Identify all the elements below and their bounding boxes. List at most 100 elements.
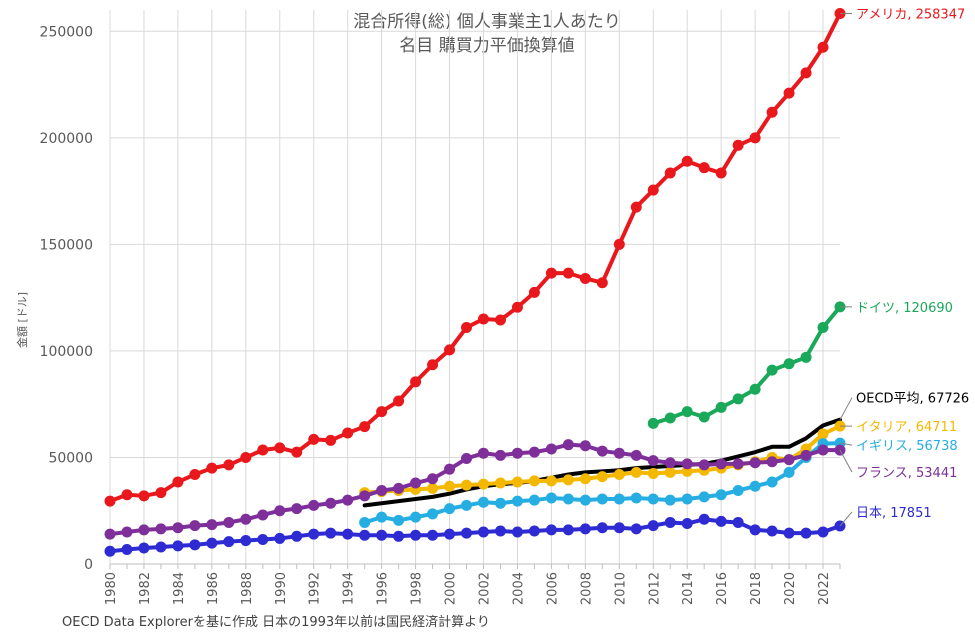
end-label: フランス, 53441 — [856, 466, 957, 481]
y-tick-label: 100000 — [40, 344, 93, 360]
data-point — [477, 496, 489, 508]
x-tick-label: 2004 — [511, 572, 526, 605]
y-tick-label: 0 — [84, 557, 93, 573]
data-point — [562, 439, 574, 451]
data-point — [308, 433, 320, 445]
data-point — [291, 446, 303, 458]
data-point — [647, 184, 659, 196]
data-point — [715, 489, 727, 501]
data-point — [698, 513, 710, 525]
end-label: 日本, 17851 — [856, 506, 932, 521]
data-point — [647, 520, 659, 532]
data-point — [562, 267, 574, 279]
data-point — [817, 526, 829, 538]
data-point — [393, 514, 405, 526]
chart-title-line2: 名目 購買力平価換算値 — [399, 36, 574, 56]
series-group — [104, 8, 846, 557]
end-label: イギリス, 56738 — [856, 439, 958, 454]
data-point — [342, 494, 354, 506]
data-point — [800, 527, 812, 539]
series-日本 — [104, 513, 846, 557]
data-point — [817, 428, 829, 440]
data-point — [715, 458, 727, 470]
data-point — [698, 491, 710, 503]
x-tick-label: 1984 — [172, 572, 187, 605]
data-point — [104, 545, 116, 557]
data-point — [308, 528, 320, 540]
data-point — [664, 516, 676, 528]
data-point — [444, 528, 456, 540]
data-point — [206, 537, 218, 549]
data-point — [596, 522, 608, 534]
series-line — [651, 304, 842, 426]
data-point — [410, 511, 422, 523]
end-label: ドイツ, 120690 — [856, 301, 953, 316]
x-tick-label: 2006 — [545, 572, 560, 605]
data-point — [749, 132, 761, 144]
data-point — [664, 457, 676, 469]
data-point — [155, 487, 167, 499]
data-point — [257, 533, 269, 545]
leader-line — [839, 511, 853, 527]
data-point — [783, 454, 795, 466]
data-point — [545, 267, 557, 279]
data-point — [138, 542, 150, 554]
data-point — [359, 421, 371, 433]
x-tick-label: 2008 — [579, 572, 594, 605]
data-point — [749, 524, 761, 536]
data-point — [528, 446, 540, 458]
data-point — [206, 519, 218, 531]
data-point — [528, 525, 540, 537]
data-point — [393, 482, 405, 494]
data-point — [511, 495, 523, 507]
data-point — [206, 462, 218, 474]
x-tick-label: 1998 — [410, 572, 425, 605]
data-point — [461, 527, 473, 539]
end-label: アメリカ, 258347 — [856, 8, 965, 23]
x-tick-label: 1992 — [308, 572, 323, 605]
data-point — [359, 529, 371, 541]
data-point — [444, 463, 456, 475]
data-point — [749, 457, 761, 469]
data-point — [766, 456, 778, 468]
data-point — [410, 477, 422, 489]
data-point — [511, 476, 523, 488]
data-point — [189, 469, 201, 481]
data-point — [698, 162, 710, 174]
data-point — [664, 167, 676, 179]
y-ticks: 0 50000 100000 150000 200000 250000 — [40, 24, 93, 573]
data-point — [223, 459, 235, 471]
data-point — [461, 453, 473, 465]
data-point — [376, 406, 388, 418]
data-point — [410, 529, 422, 541]
data-point — [325, 497, 337, 509]
data-point — [800, 351, 812, 363]
data-point — [579, 272, 591, 284]
data-point — [613, 493, 625, 505]
data-point — [494, 449, 506, 461]
data-point — [630, 523, 642, 535]
data-point — [121, 489, 133, 501]
data-point — [732, 139, 744, 151]
data-point — [104, 528, 116, 540]
data-point — [817, 444, 829, 456]
x-tick-label: 2012 — [647, 572, 662, 605]
series-フランス — [104, 439, 846, 540]
data-point — [511, 447, 523, 459]
data-point — [630, 466, 642, 478]
data-point — [766, 476, 778, 488]
data-point — [376, 511, 388, 523]
data-point — [715, 167, 727, 179]
data-point — [477, 447, 489, 459]
data-point — [240, 451, 252, 463]
data-point — [189, 539, 201, 551]
data-point — [477, 313, 489, 325]
data-point — [562, 493, 574, 505]
x-tick-label: 2010 — [613, 572, 628, 605]
y-tick-label: 250000 — [40, 24, 93, 40]
data-point — [647, 493, 659, 505]
data-point — [325, 527, 337, 539]
data-point — [528, 475, 540, 487]
x-tick-label: 2020 — [783, 572, 798, 605]
data-point — [257, 444, 269, 456]
